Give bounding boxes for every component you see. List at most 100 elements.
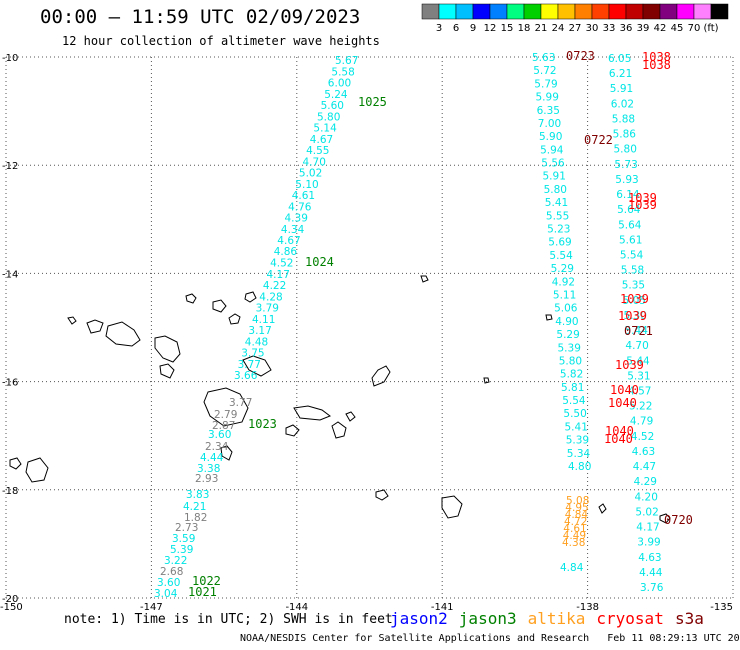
wave-height-value: 4.92 xyxy=(552,276,575,288)
wave-height-value: 5.02 xyxy=(635,506,658,518)
wave-height-value: 7.00 xyxy=(538,118,561,130)
pass-time-label: 0722 xyxy=(584,133,613,147)
track: 5.635.725.79 5.996.357.005.905.94 5.565.91… xyxy=(532,52,591,473)
wave-height-value: 5.60 xyxy=(321,100,344,112)
legend-label: 30 xyxy=(586,23,599,34)
wave-height-value: 3.38 xyxy=(197,463,220,475)
legend-swatch xyxy=(642,3,661,20)
legend-swatch xyxy=(591,3,610,20)
wave-height-value: 4.86 xyxy=(274,246,298,258)
island xyxy=(154,335,181,363)
island-outlines xyxy=(9,275,671,524)
legend-swatch xyxy=(608,3,627,20)
wave-height-value: 5.06 xyxy=(554,303,578,315)
wave-height-value: 4.67 xyxy=(277,235,300,247)
pass-time-label: 0723 xyxy=(566,49,595,63)
wave-height-value: 4.34 xyxy=(281,224,305,236)
island xyxy=(67,316,77,325)
legend-swatch xyxy=(421,3,440,20)
legend-label: (ft) xyxy=(703,23,718,34)
wave-height-value: 3.79 xyxy=(256,303,279,315)
wave-height-value: 5.73 xyxy=(614,159,637,171)
wave-height-value: 5.80 xyxy=(317,111,340,123)
wave-height-value: 4.48 xyxy=(245,336,268,348)
pass-time-label: 1039 xyxy=(615,358,644,372)
legend-label: 15 xyxy=(501,23,514,34)
track: 4.84 xyxy=(560,562,584,574)
lon-label: -138 xyxy=(576,602,599,613)
pass-time-label: 0721 xyxy=(624,324,653,338)
pass-time-label: 1039 xyxy=(620,292,649,306)
island xyxy=(331,421,347,439)
legend-swatch xyxy=(557,3,576,20)
wave-height-value: 4.63 xyxy=(638,552,661,564)
wave-height-value: 5.67 xyxy=(335,55,358,67)
wave-height-value: 4.61 xyxy=(292,190,315,202)
page-title: 00:00 – 11:59 UTC 02/09/2023 xyxy=(40,6,361,28)
wave-height-value: 4.57 xyxy=(628,386,651,398)
pass-time-label: 1040 xyxy=(604,432,633,446)
lon-label: -147 xyxy=(140,602,163,613)
color-legend: 3 6 9 12 15 18 21 24 27 30 33 36 39 42 45 70 (ft) xyxy=(421,3,729,34)
wave-height-tracks: 5.675.586.005.245.605.805.144.674.554.70… xyxy=(154,52,664,600)
wave-height-value: 4.44 xyxy=(200,452,224,464)
wave-height-value: 5.90 xyxy=(539,131,562,143)
wave-height-value: 2.73 xyxy=(175,522,198,534)
lon-label: -135 xyxy=(710,602,733,613)
wave-height-value: 4.22 xyxy=(263,280,286,292)
wave-height-value: 4.76 xyxy=(288,201,312,213)
wave-height-value: 5.99 xyxy=(536,92,559,104)
wave-height-value: 4.49 xyxy=(563,530,586,542)
footer-credit: NOAA/NESDIS Center for Satellite Applica… xyxy=(240,633,740,644)
wave-height-value: 5.35 xyxy=(622,280,645,292)
legend-label: 70 xyxy=(688,23,701,34)
wave-height-value: 4.63 xyxy=(632,446,655,458)
legend-label: 39 xyxy=(637,23,650,34)
wave-height-value: 5.05 xyxy=(623,295,646,307)
wave-height-value: 5.44 xyxy=(626,355,650,367)
lat-lon-grid: -10 -12 -14 -16 -18 -20-150 -147 -144 -141 -138 -1… xyxy=(0,53,734,613)
lat-label: -18 xyxy=(2,486,18,497)
legend-label: 3 xyxy=(436,23,442,34)
island xyxy=(242,355,272,377)
page-subtitle: 12 hour collection of altimeter wave hei… xyxy=(62,34,380,48)
wave-height-value: 5.22 xyxy=(629,401,652,413)
island xyxy=(212,299,227,313)
wave-height-value: 3.59 xyxy=(172,533,195,545)
wave-height-value: 6.14 xyxy=(616,189,640,201)
legend-label: 18 xyxy=(518,23,531,34)
wave-height-value: 2.87 xyxy=(212,420,235,432)
legend-label: 33 xyxy=(603,23,616,34)
wave-height-value: 6.21 xyxy=(609,68,632,80)
satellite-name: jason3 xyxy=(458,609,517,628)
pass-time-label: 1039 xyxy=(628,198,657,212)
wave-height-value: 5.39 xyxy=(566,435,589,447)
wave-height-value: 4.67 xyxy=(310,134,333,146)
wave-height-value: 5.14 xyxy=(313,123,337,135)
pass-time-label: 1021 xyxy=(188,585,217,599)
legend-swatch xyxy=(472,3,491,20)
wave-height-value: 4.61 xyxy=(563,523,586,535)
pass-time-label: 1038 xyxy=(642,58,671,72)
island xyxy=(483,377,490,384)
legend-swatch xyxy=(625,3,644,20)
wave-height-value: 3.75 xyxy=(241,348,264,360)
track: 3.604.443.383.834.213.595.393.223.603.04 xyxy=(154,429,231,600)
legend-swatch xyxy=(710,3,729,20)
wave-height-value: 4.72 xyxy=(564,516,587,528)
wave-height-value: 5.54 xyxy=(549,250,573,262)
wave-height-value: 5.50 xyxy=(563,408,586,420)
satellite-name: s3a xyxy=(675,609,704,628)
legend-label: 45 xyxy=(671,23,684,34)
wave-height-value: 5.61 xyxy=(619,234,642,246)
wave-height-value: 5.54 xyxy=(620,250,644,262)
wave-height-value: 4.80 xyxy=(568,461,591,473)
wave-height-value: 6.00 xyxy=(328,78,351,90)
wave-height-value: 3.83 xyxy=(186,489,209,501)
island xyxy=(371,365,391,387)
wave-height-value: 4.11 xyxy=(252,314,275,326)
legend-swatch xyxy=(438,3,457,20)
island xyxy=(441,495,463,519)
island xyxy=(598,503,607,514)
